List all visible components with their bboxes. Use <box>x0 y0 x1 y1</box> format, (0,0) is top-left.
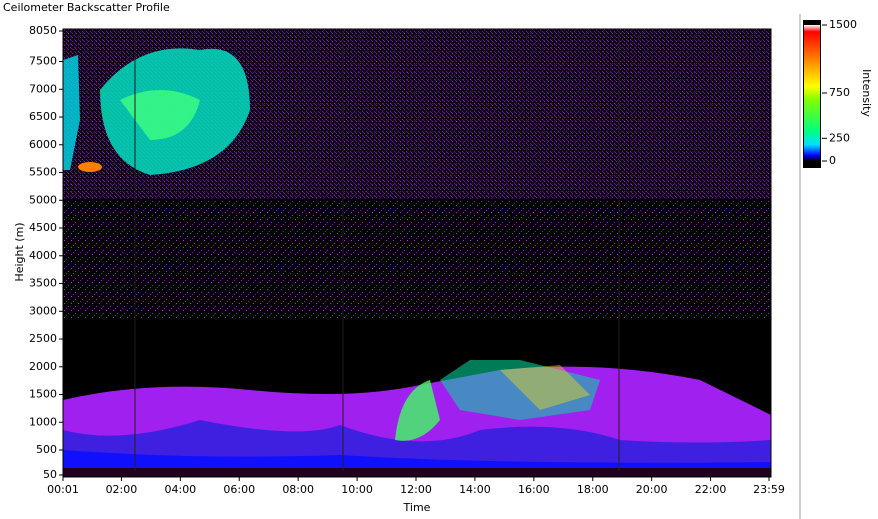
x-tick-label: 14:00 <box>459 483 491 496</box>
x-tick-label: 18:00 <box>577 483 609 496</box>
x-tick-label: 10:00 <box>341 483 373 496</box>
y-tick-label: 1500 <box>29 388 57 401</box>
y-tick-label: 50 <box>43 468 57 481</box>
chart-title: Ceilometer Backscatter Profile <box>3 1 170 14</box>
colorbar-tick-label: 250 <box>829 131 850 144</box>
colorbar-tick-label: 0 <box>829 154 836 167</box>
colorbar-tick-label: 1500 <box>829 18 857 31</box>
x-tick-label: 22:00 <box>695 483 727 496</box>
y-tick-label: 5000 <box>29 193 57 206</box>
plot-border <box>62 28 772 478</box>
x-tick-label: 02:00 <box>106 483 138 496</box>
y-tick-label: 4000 <box>29 249 57 262</box>
x-tick-label: 00:01 <box>47 483 79 496</box>
x-tick-label: 20:00 <box>636 483 668 496</box>
y-tick-label: 1000 <box>29 415 57 428</box>
y-axis-title: Height (m) <box>13 222 26 281</box>
y-tick-label: 3500 <box>29 277 57 290</box>
colorbar-title: Intensity <box>860 69 873 117</box>
x-tick-label: 23:59 <box>753 483 785 496</box>
y-tick-label: 6000 <box>29 138 57 151</box>
x-tick-label: 06:00 <box>223 483 255 496</box>
backscatter-image <box>63 29 771 477</box>
y-tick-label: 4500 <box>29 221 57 234</box>
y-tick-label: 5500 <box>29 166 57 179</box>
x-axis-title: Time <box>403 501 431 514</box>
y-tick-label: 6500 <box>29 110 57 123</box>
y-tick-label: 2500 <box>29 332 57 345</box>
x-tick-label: 16:00 <box>518 483 550 496</box>
y-tick-label: 500 <box>36 443 57 456</box>
y-tick-label: 3000 <box>29 304 57 317</box>
x-tick-label: 12:00 <box>400 483 432 496</box>
colorbar <box>804 25 820 161</box>
y-tick-label: 2000 <box>29 360 57 373</box>
x-tick-label: 08:00 <box>282 483 314 496</box>
y-tick-label: 7000 <box>29 82 57 95</box>
x-tick-label: 04:00 <box>164 483 196 496</box>
y-tick-label: 8050 <box>29 24 57 37</box>
colorbar-tick-label: 750 <box>829 86 850 99</box>
y-tick-label: 7500 <box>29 55 57 68</box>
